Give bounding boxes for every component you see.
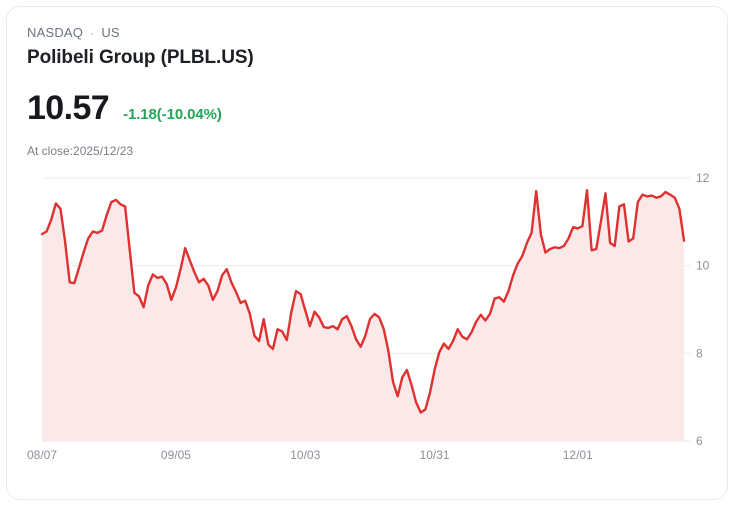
separator-dot: · [90,26,95,40]
y-axis-tick-label: 12 [696,173,710,185]
chart-line [40,189,686,414]
page-title: Polibeli Group (PLBL.US) [27,47,254,68]
x-axis-tick-label: 09/05 [161,448,191,462]
price-chart[interactable]: 6 8 10 12 08/07 09/05 10/03 10/31 12/01 [7,173,728,473]
stock-quote-card: NASDAQ · US Polibeli Group (PLBL.US) 10.… [6,6,728,500]
y-axis-tick-labels: 6 8 10 12 [696,173,710,448]
x-axis-tick-labels: 08/07 09/05 10/03 10/31 12/01 [27,448,593,462]
chart-area-fill [42,190,684,441]
y-axis-tick-label: 6 [696,434,703,448]
exchange-region-row: NASDAQ · US [27,25,727,41]
x-axis-tick-label: 10/03 [290,448,320,462]
x-axis-tick-label: 12/01 [563,448,593,462]
region-label: US [101,25,120,40]
y-axis-tick-label: 10 [696,259,710,273]
price-chart-svg[interactable]: 6 8 10 12 08/07 09/05 10/03 10/31 12/01 [7,173,728,473]
x-axis-tick-label: 08/07 [27,448,57,462]
exchange-label: NASDAQ [27,25,84,40]
market-status-note: At close:2025/12/23 [27,144,134,158]
card-header: NASDAQ · US Polibeli Group (PLBL.US) 10.… [7,7,727,159]
price-row: 10.57 -1.18(-10.04%) [27,89,727,127]
x-axis-tick-label: 10/31 [420,448,450,462]
current-price: 10.57 [27,89,110,127]
price-change: -1.18(-10.04%) [123,106,222,123]
y-axis-tick-label: 8 [696,346,703,360]
